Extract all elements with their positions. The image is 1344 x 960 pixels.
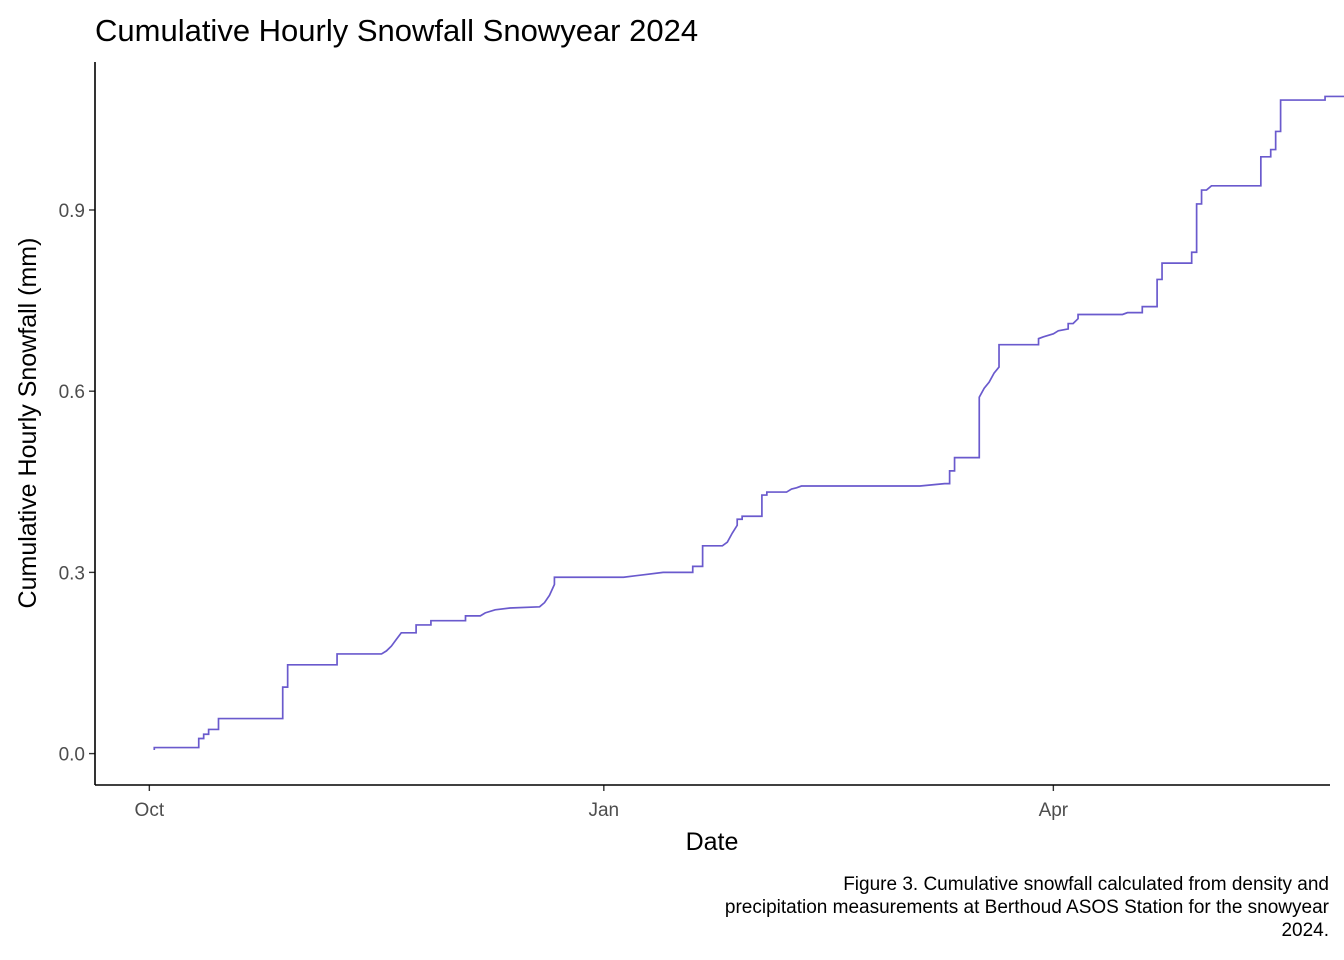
x-tick-label: Jan [588, 800, 619, 821]
caption-line: Figure 3. Cumulative snowfall calculated… [843, 874, 1329, 895]
y-tick-label: 0.3 [59, 563, 85, 584]
y-tick-label: 0.0 [59, 745, 85, 766]
x-tick-label: Oct [135, 800, 165, 821]
y-tick-label: 0.6 [59, 382, 85, 403]
y-axis-ticks: 0.0 0.3 0.6 0.9 [59, 201, 95, 766]
y-tick-label: 0.9 [59, 201, 85, 222]
caption-line: 2024. [1281, 920, 1329, 941]
x-axis-ticks: Oct Jan Apr [135, 785, 1069, 821]
x-axis-title: Date [686, 828, 739, 856]
chart-title: Cumulative Hourly Snowfall Snowyear 2024 [95, 13, 698, 48]
cumulative-snowfall-line [153, 95, 1344, 750]
x-tick-label: Apr [1039, 800, 1069, 821]
y-axis-title: Cumulative Hourly Snowfall (mm) [14, 238, 42, 609]
figure-caption: Figure 3. Cumulative snowfall calculated… [725, 874, 1330, 941]
caption-line: precipitation measurements at Berthoud A… [725, 897, 1330, 918]
